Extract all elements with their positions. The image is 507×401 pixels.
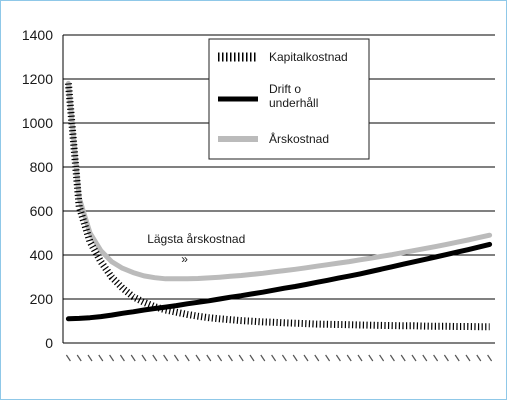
x-tick-mark — [303, 354, 309, 362]
x-tick-mark — [206, 354, 212, 362]
x-tick-mark — [357, 354, 363, 362]
series-line-2 — [65, 80, 493, 282]
x-tick-mark — [368, 354, 374, 362]
x-tick-mark — [271, 354, 277, 362]
y-tick-label: 200 — [30, 291, 54, 307]
x-tick-mark — [109, 354, 115, 362]
x-tick-mark — [260, 354, 266, 362]
x-tick-mark — [87, 354, 93, 362]
x-tick-mark — [281, 354, 287, 362]
x-tick-mark — [325, 354, 331, 362]
x-tick-mark — [141, 354, 147, 362]
legend-label-drift: Drift o underhåll — [269, 82, 318, 110]
y-tick-label: 400 — [30, 247, 54, 263]
series-line-1 — [65, 241, 493, 322]
y-tick-label: 600 — [30, 203, 54, 219]
x-tick-mark — [130, 354, 136, 362]
legend: Kapitalkostnad Drift o underhåll Årskost… — [208, 38, 370, 160]
x-tick-mark — [433, 354, 439, 362]
legend-label-arskostnad: Årskostnad — [269, 131, 329, 146]
x-tick-mark — [76, 354, 82, 362]
x-tick-mark — [238, 354, 244, 362]
x-tick-mark — [443, 354, 449, 362]
x-tick-mark — [454, 354, 460, 362]
y-axis: 0 200 400 600 800 1000 1200 1400 — [22, 27, 64, 351]
x-tick-mark — [346, 354, 352, 362]
y-tick-label: 1200 — [22, 71, 53, 87]
series-lines — [64, 80, 493, 331]
x-tick-mark — [163, 354, 169, 362]
x-tick-mark — [173, 354, 179, 362]
y-tick-label: 0 — [45, 335, 53, 351]
x-tick-mark — [400, 354, 406, 362]
x-tick-mark — [184, 354, 190, 362]
x-tick-mark — [292, 354, 298, 362]
x-axis — [65, 354, 493, 362]
x-tick-mark — [379, 354, 385, 362]
x-tick-mark — [314, 354, 320, 362]
x-tick-mark — [227, 354, 233, 362]
y-tick-label: 1400 — [22, 27, 53, 43]
annotation-label: Lägsta årskostnad — [147, 232, 245, 246]
annotation-lowest-cost: Lägsta årskostnad » — [147, 232, 245, 266]
legend-label-kapitalkostnad: Kapitalkostnad — [269, 50, 348, 64]
x-tick-mark — [411, 354, 417, 362]
y-tick-label: 800 — [30, 159, 54, 175]
x-tick-mark — [389, 354, 395, 362]
x-tick-mark — [487, 354, 493, 362]
x-tick-mark — [335, 354, 341, 362]
x-tick-mark — [195, 354, 201, 362]
x-tick-mark — [152, 354, 158, 362]
x-tick-mark — [98, 354, 104, 362]
x-tick-mark — [119, 354, 125, 362]
x-tick-mark — [476, 354, 482, 362]
x-tick-mark — [249, 354, 255, 362]
x-tick-mark — [465, 354, 471, 362]
x-tick-mark — [422, 354, 428, 362]
y-tick-label: 1000 — [22, 115, 53, 131]
x-tick-mark — [217, 354, 223, 362]
x-tick-mark — [65, 354, 71, 362]
annotation-marker: » — [181, 252, 188, 266]
